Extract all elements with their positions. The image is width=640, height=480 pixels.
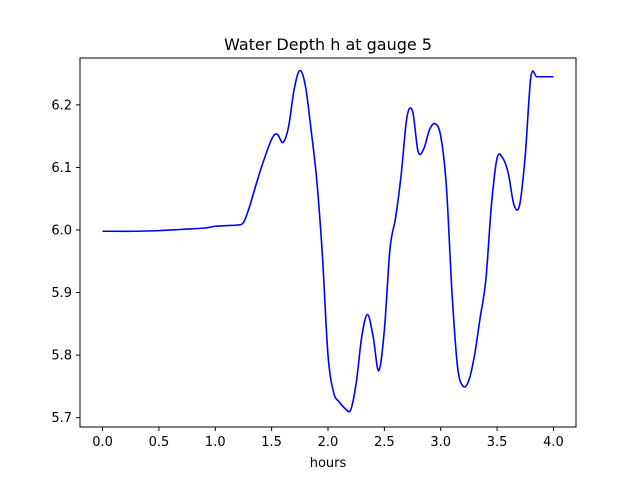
y-tick-label: 6.2 [51, 98, 72, 113]
y-tick-label: 6.0 [51, 223, 72, 238]
x-tick-label: 2.0 [318, 435, 339, 450]
x-axis-ticks: 0.0 0.5 1.0 1.5 2.0 2.5 3.0 3.5 4.0 [92, 427, 564, 450]
x-tick-label: 1.5 [261, 435, 282, 450]
x-tick-label: 3.0 [430, 435, 451, 450]
x-tick-label: 2.5 [374, 435, 395, 450]
chart-title: Water Depth h at gauge 5 [224, 35, 432, 54]
y-tick-label: 5.8 [51, 349, 72, 364]
x-tick-label: 1.0 [205, 435, 226, 450]
plot-frame [79, 57, 577, 428]
y-tick-label: 5.9 [51, 286, 72, 301]
y-tick-label: 5.7 [51, 411, 72, 426]
x-tick-label: 4.0 [543, 435, 564, 450]
x-tick-label: 0.0 [92, 435, 113, 450]
x-axis-label: hours [310, 456, 347, 471]
x-tick-label: 0.5 [149, 435, 170, 450]
x-tick-label: 3.5 [487, 435, 508, 450]
y-tick-label: 6.1 [51, 161, 72, 176]
y-axis-ticks: 5.7 5.8 5.9 6.0 6.1 6.2 [51, 98, 80, 426]
series-line [102, 69, 554, 413]
